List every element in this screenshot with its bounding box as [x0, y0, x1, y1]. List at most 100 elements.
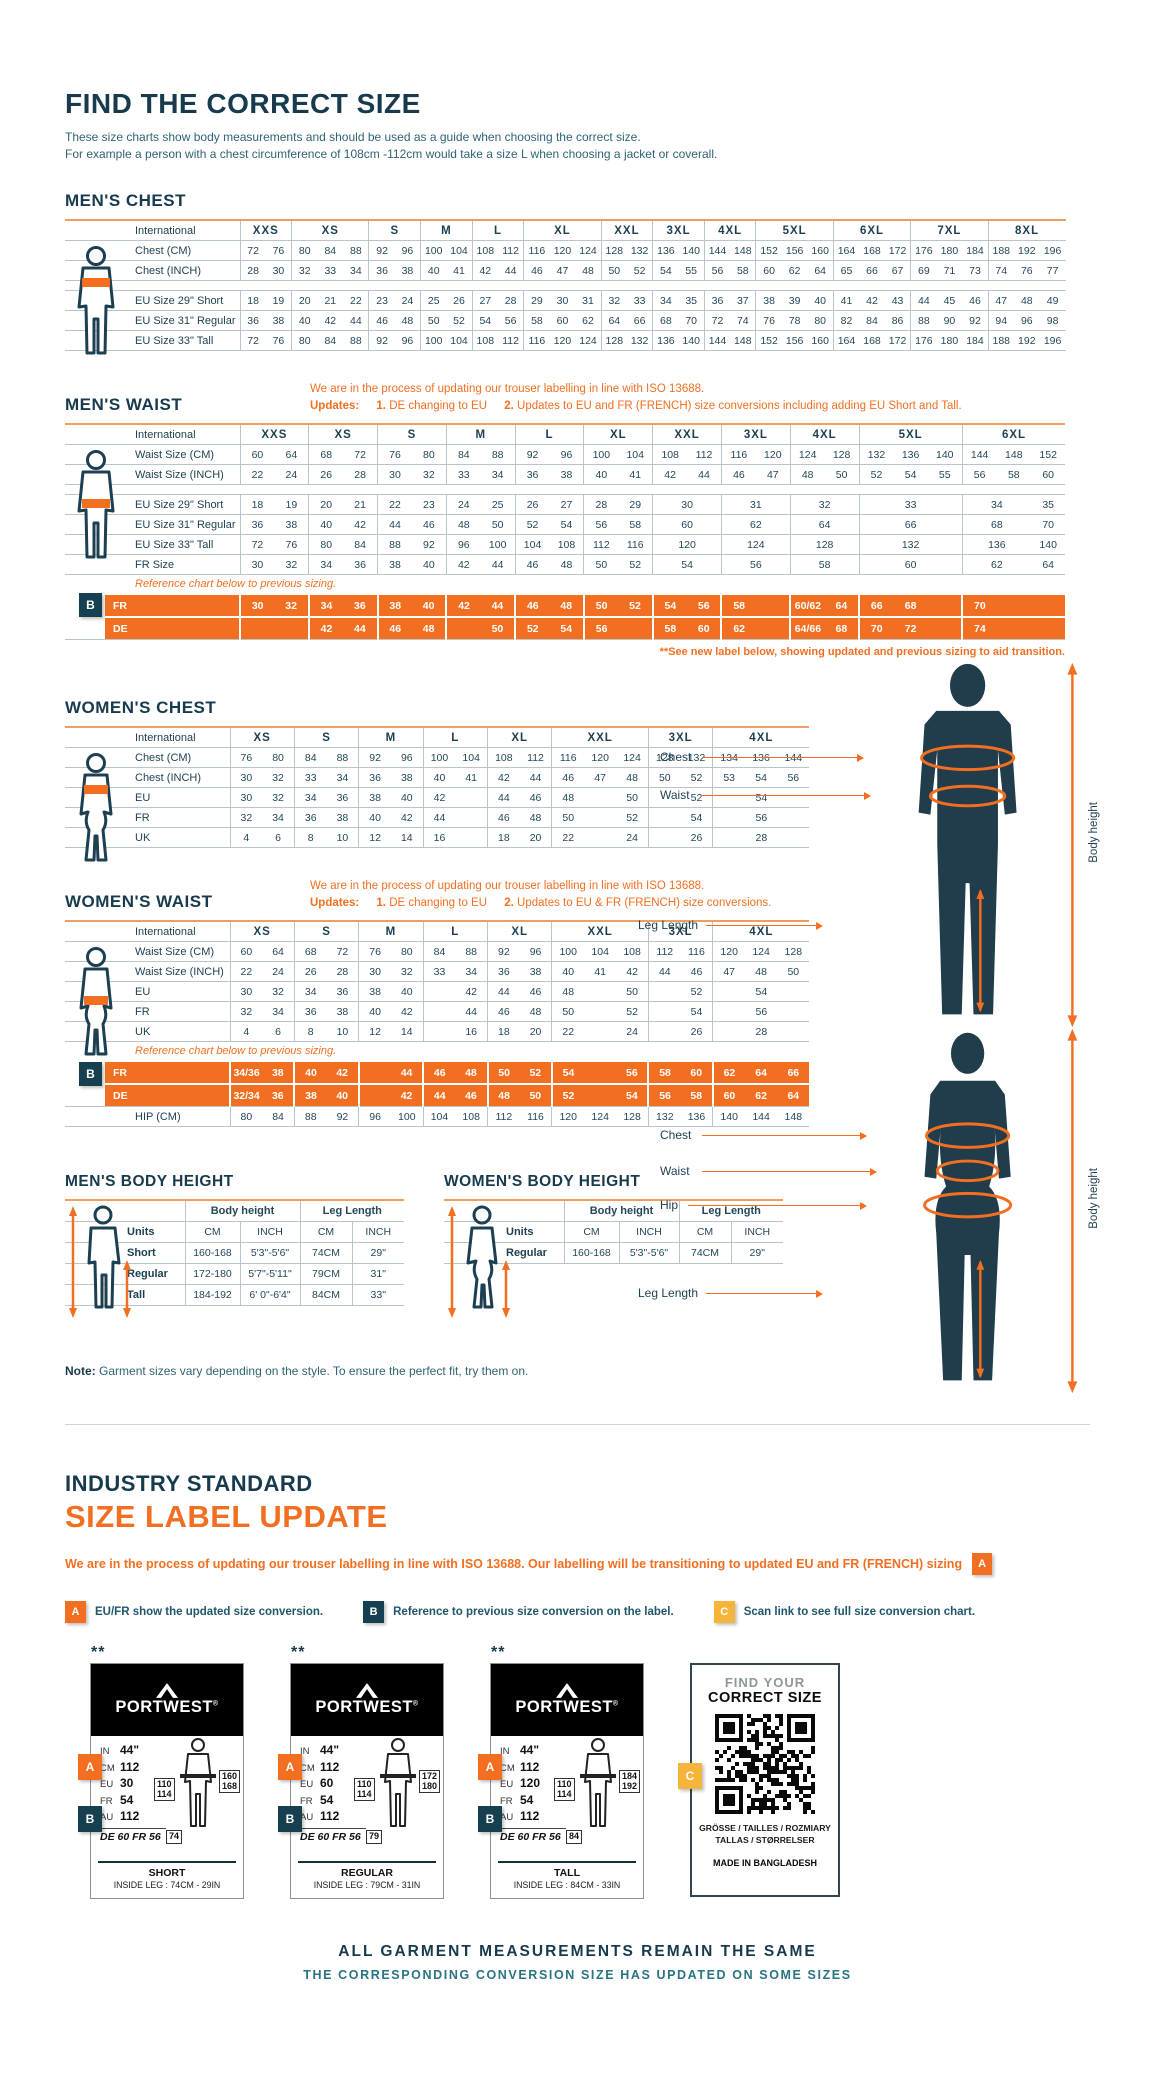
- size-group-header: 3XL: [647, 726, 713, 748]
- woman-leg-length-label: Leg Length: [638, 1286, 699, 1300]
- cell: 47: [584, 767, 617, 788]
- badge-a: A: [478, 1754, 502, 1780]
- cell: 60: [1030, 464, 1066, 485]
- cell: 80: [291, 240, 318, 261]
- cell: 25: [420, 290, 447, 311]
- cell: 12: [358, 827, 391, 848]
- table-row: HIP (CM) 80 84 88 92 96 100 104 108 112 116 120 124 1…: [65, 1106, 810, 1127]
- cell: 52: [618, 554, 653, 575]
- size-code-row: CM 112: [100, 1759, 140, 1774]
- cell: 50: [777, 961, 810, 982]
- cell: 70: [678, 310, 705, 331]
- cell: 30: [549, 290, 576, 311]
- size-group-header: L: [422, 920, 488, 942]
- cell: 46: [455, 1083, 488, 1107]
- waist-measure-box: 110 114: [154, 1778, 175, 1801]
- cell: 28: [326, 961, 359, 982]
- cell: 54: [652, 554, 722, 575]
- cell: [238, 616, 275, 640]
- cell: 98: [1039, 310, 1066, 331]
- cell: 48: [486, 1083, 520, 1107]
- cell: 100: [583, 444, 619, 465]
- woman-waist-arrow: [702, 1167, 877, 1176]
- size-code-row: AU 112: [100, 1809, 140, 1823]
- cell: 60: [652, 514, 722, 535]
- cell: 38: [376, 593, 412, 617]
- cell: 22: [377, 494, 412, 515]
- cell: 36: [326, 787, 359, 808]
- cell: 128: [600, 330, 627, 351]
- cell: 132: [626, 240, 653, 261]
- legend-text: Reference to previous size conversion on…: [393, 1606, 674, 1618]
- size-group-header: 5XL: [858, 423, 963, 445]
- cell: 100: [420, 330, 447, 351]
- badge-b: B: [78, 1806, 102, 1832]
- cell: 50: [616, 981, 649, 1002]
- woman-hip-ellipse: [923, 1191, 1013, 1219]
- legend-text: Scan link to see full size conversion ch…: [743, 1606, 976, 1618]
- cell: 38: [358, 787, 391, 808]
- cell: 54: [680, 1001, 713, 1022]
- cell: [647, 807, 681, 828]
- woman-silhouette: [923, 1028, 1078, 1394]
- stars-note: **: [91, 1644, 106, 1661]
- cell: 84: [293, 747, 327, 768]
- cell: 44: [687, 464, 722, 485]
- cell: 12: [358, 1021, 391, 1042]
- cell: 136: [961, 534, 1031, 555]
- cell: 108: [486, 747, 520, 768]
- size-group-header: 3XL: [652, 219, 705, 241]
- cell: 68: [308, 444, 344, 465]
- cell: 42: [390, 1083, 424, 1107]
- cell: 58: [789, 554, 860, 575]
- cell: [647, 827, 681, 848]
- badge-a: A: [278, 1754, 302, 1780]
- size-group-header: XXS: [239, 219, 292, 241]
- portwest-logo: PORTWEST®: [491, 1664, 643, 1736]
- badge-a-inline: A: [972, 1553, 993, 1575]
- female-waist-figure-icon: [79, 947, 113, 1056]
- size-label-update-heading: SIZE LABEL UPDATE: [65, 1499, 388, 1534]
- brand-name: PORTWEST®: [115, 1698, 219, 1716]
- update-2-text: Updates to EU and FR (FRENCH) size conve…: [517, 400, 962, 412]
- cell: 33: [445, 464, 481, 485]
- cell: 96: [549, 444, 584, 465]
- table-row: Chest (INCH) 30 32 33 34 36 38 40 41 42 44 46 47 48 50…: [65, 767, 810, 788]
- cell: 128: [647, 747, 681, 768]
- cell: 80: [229, 1106, 263, 1127]
- cell: 62: [720, 616, 756, 640]
- cell: [927, 616, 963, 640]
- cell: 4: [229, 1021, 263, 1042]
- cell: 50: [616, 787, 649, 808]
- cell: 76: [1013, 260, 1040, 281]
- cell: 88: [480, 444, 516, 465]
- cell: 28: [583, 494, 619, 515]
- cell: 6: [262, 1021, 295, 1042]
- cell: 196: [1039, 240, 1066, 261]
- cell: 40: [411, 554, 447, 575]
- leg-measure-box: 79: [366, 1830, 383, 1844]
- iso-note-w: We are in the process of updating our tr…: [310, 880, 705, 892]
- cell: 28: [239, 260, 266, 281]
- cell: 48: [551, 787, 585, 808]
- cell: 32: [262, 787, 295, 808]
- table-row: Waist Size (INCH) 22 24 26 28 30 32 33 34 36 38 40 4…: [65, 961, 810, 982]
- mens-measurement-figure: Chest Waist Leg Length Body height: [630, 652, 1100, 1052]
- womens-body-height-table-wrap: Body height Leg Length Units CM INCH CM IN…: [444, 1199, 783, 1264]
- cell: 30: [377, 464, 412, 485]
- cell: 72: [239, 240, 266, 261]
- cell: 84: [859, 310, 885, 331]
- cell: 58: [651, 616, 688, 640]
- cell: 36: [486, 961, 520, 982]
- cell: 40: [422, 767, 456, 788]
- cell: 60: [549, 310, 576, 331]
- cell: 20: [291, 290, 318, 311]
- cell: 60: [687, 616, 722, 640]
- size-table: International XS S M L XL XXL 3XL 4XL Waist Size …: [65, 920, 810, 1127]
- cell: 84: [262, 1106, 295, 1127]
- cell: 54: [745, 767, 778, 788]
- cell: 104: [618, 444, 653, 465]
- man-chest-arrow: [702, 753, 864, 762]
- badge-c: C: [678, 1763, 702, 1789]
- cell: 42: [390, 807, 424, 828]
